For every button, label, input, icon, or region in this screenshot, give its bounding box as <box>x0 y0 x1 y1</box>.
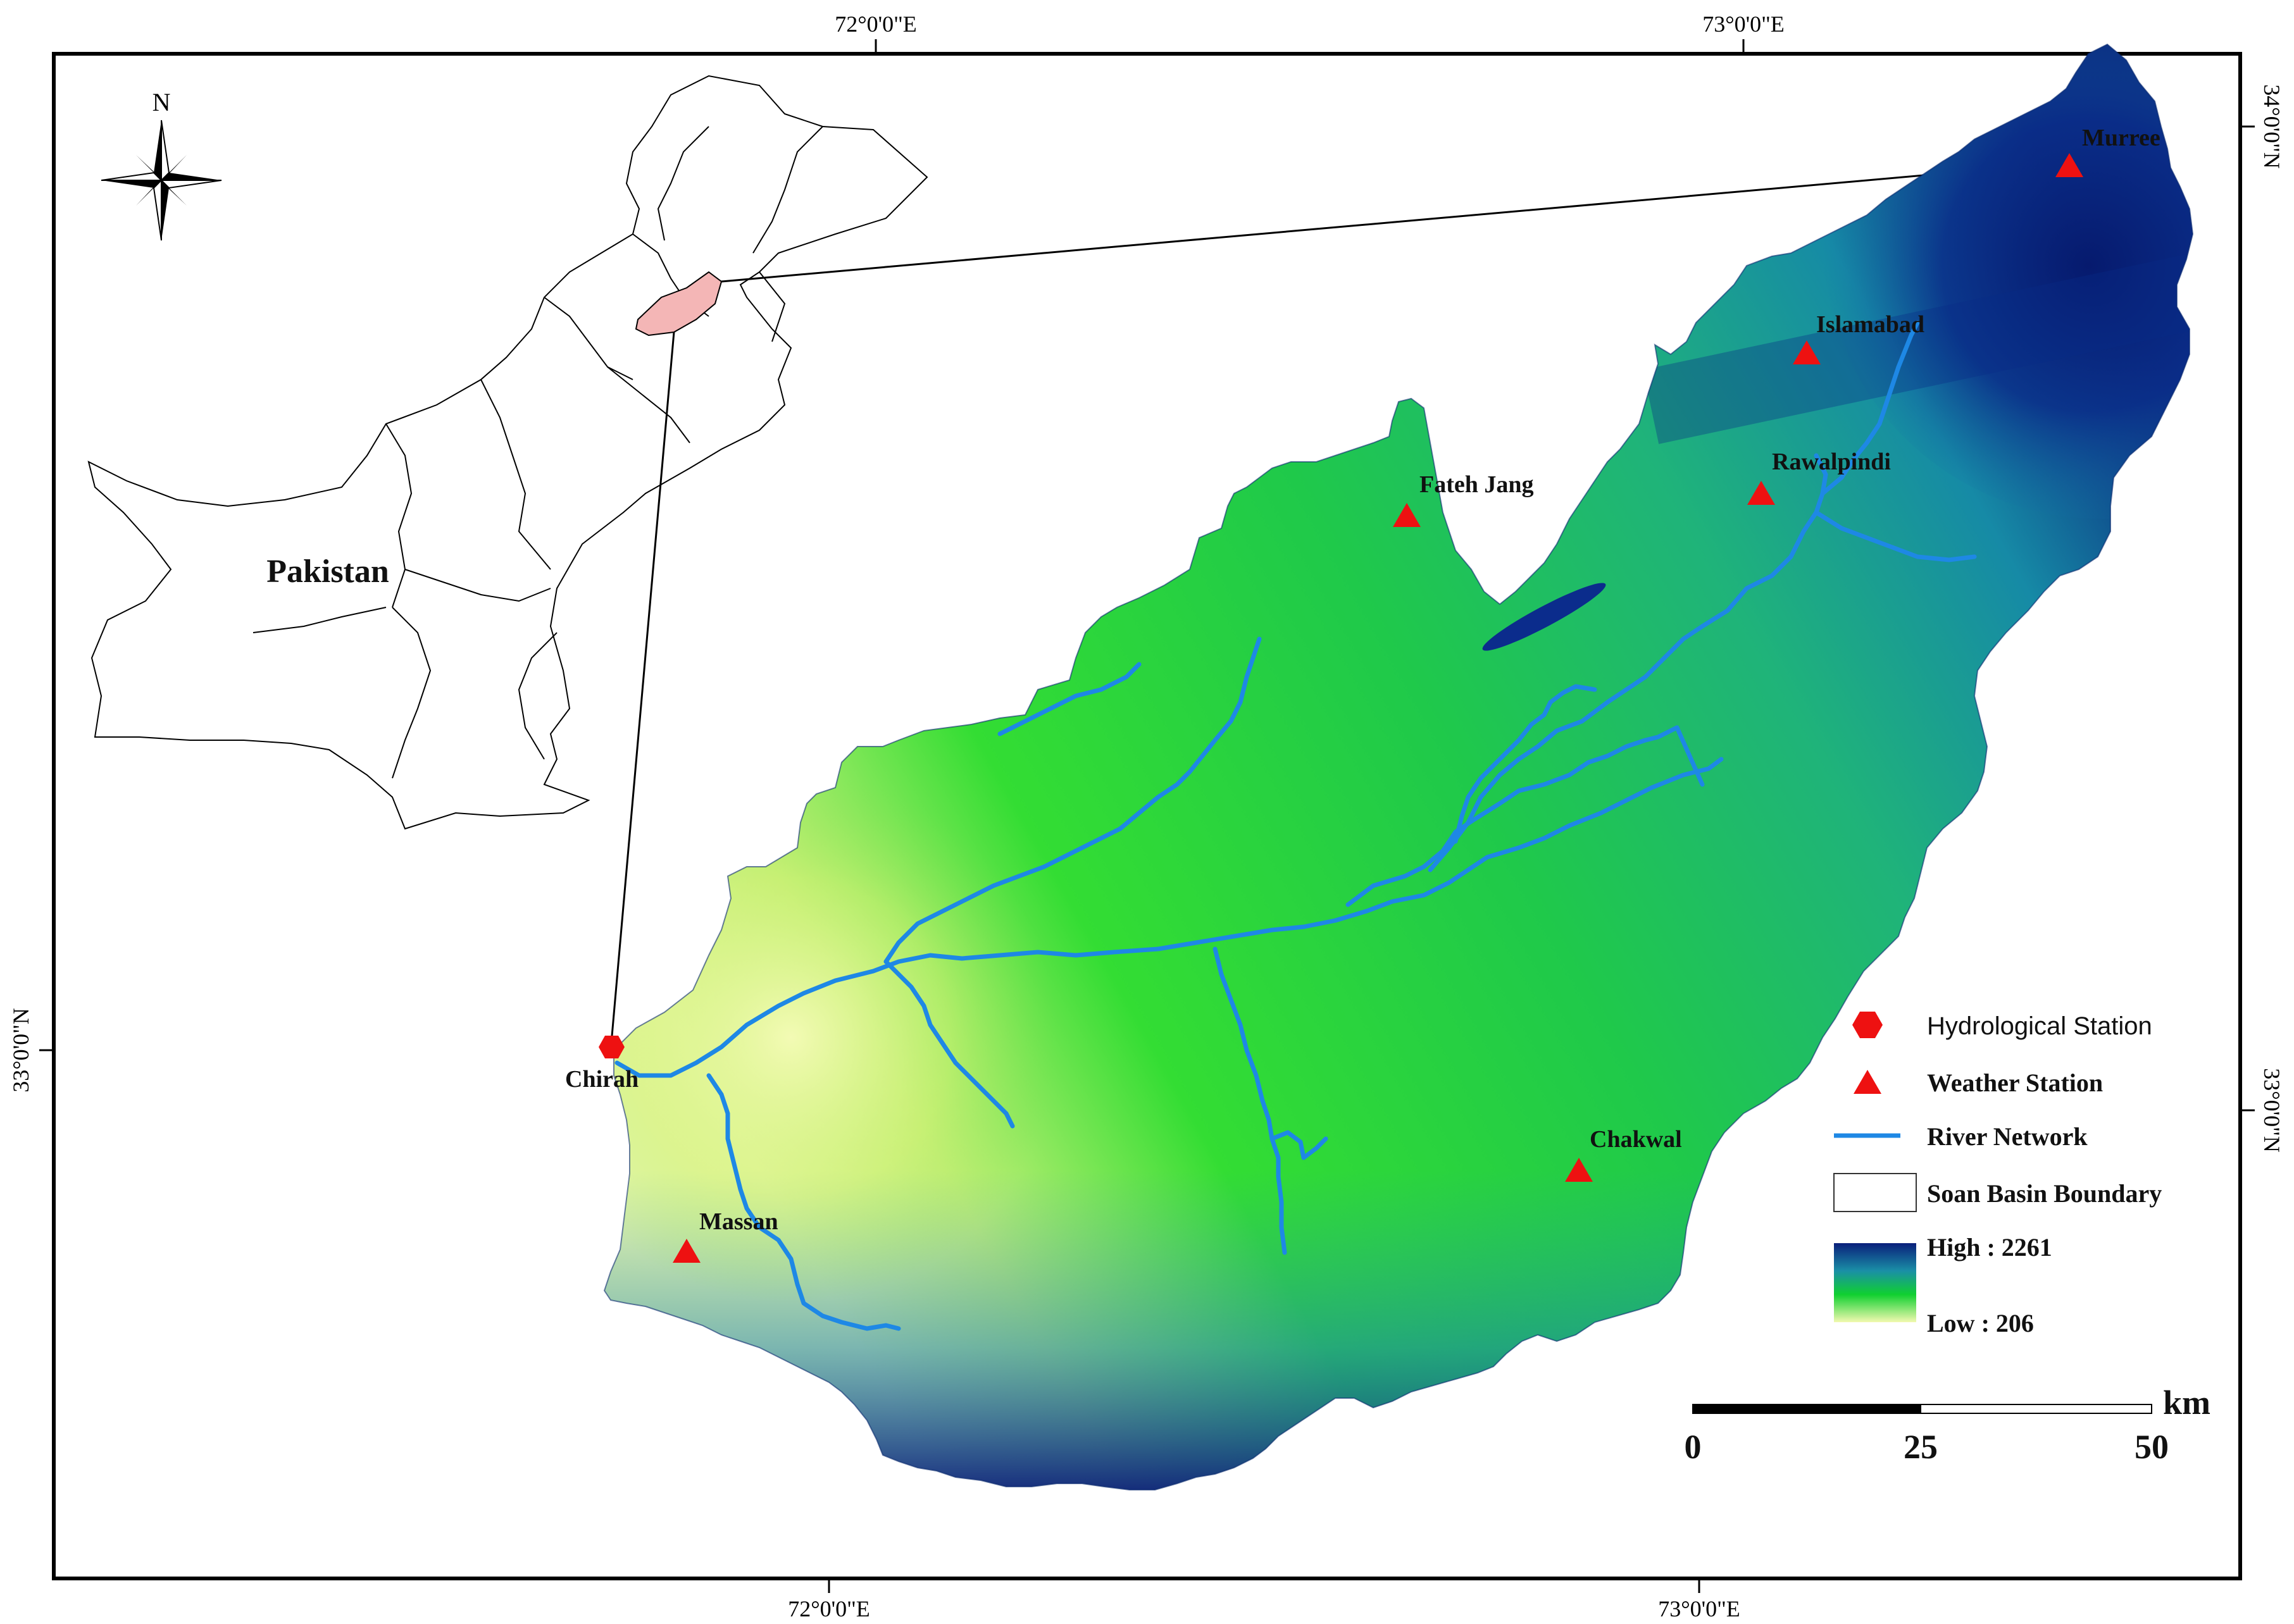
scale-tick-0: 0 <box>1685 1428 1702 1466</box>
label-rawalpindi: Rawalpindi <box>1772 449 1891 475</box>
hydrological-station-chirah-icon <box>599 1036 625 1058</box>
northern-tributary <box>883 636 1262 964</box>
bottom-lon-label-73: 73°0'0"E <box>1658 1596 1740 1621</box>
label-islamabad: Islamabad <box>1816 311 1924 338</box>
soan-basin-boundary <box>603 43 2194 1491</box>
west-branch <box>883 959 1015 1129</box>
weather-station-murree-icon <box>2055 153 2083 177</box>
label-fateh-jang: Fateh Jang <box>1419 471 1534 498</box>
bottom-lon-label-72: 72°0'0"E <box>788 1596 870 1621</box>
north-label: N <box>153 88 171 116</box>
scale-tick-25: 25 <box>1904 1428 1938 1466</box>
weather-station-massan-icon <box>673 1239 701 1263</box>
weather-station-islamabad-icon <box>1793 340 1821 364</box>
main-soan-river <box>614 757 1724 1078</box>
graticule-ticks <box>39 39 2255 1593</box>
western-north-branch <box>997 662 1142 736</box>
korang-tributary <box>1820 320 1920 496</box>
legend-weather-label: Weather Station <box>1927 1069 2103 1097</box>
right-lat-label-34: 34°0'0"N <box>2259 84 2285 169</box>
inset-soan-basin-highlight <box>635 271 723 337</box>
central-south-spur <box>1269 1130 1328 1160</box>
soan-upper-reach <box>1428 453 1828 872</box>
weather-station-rawalpindi-icon <box>1747 481 1775 505</box>
pakistan-outline <box>87 75 928 830</box>
label-chakwal: Chakwal <box>1590 1126 1682 1153</box>
south-branch <box>706 1073 901 1331</box>
label-chirah: Chirah <box>565 1066 639 1093</box>
scale-bar: km 0 25 50 <box>1685 1384 2211 1466</box>
label-massan: Massan <box>699 1208 778 1235</box>
scale-tick-50: 50 <box>2135 1428 2169 1466</box>
right-lat-label-33: 33°0'0"N <box>2259 1068 2285 1153</box>
legend-elevation-low: Low : 206 <box>1927 1309 2034 1337</box>
weather-stations <box>673 153 2083 1263</box>
north-central-tributary <box>1453 684 1597 844</box>
ling-tributary <box>1814 510 1977 562</box>
legend-basin-label: Soan Basin Boundary <box>1927 1179 2162 1208</box>
legend-elevation-high: High : 2261 <box>1927 1233 2052 1261</box>
station-labels: Murree Islamabad Rawalpindi Fateh Jang C… <box>565 125 2160 1235</box>
label-murree: Murree <box>2082 125 2160 151</box>
weather-station-chakwal-icon <box>1565 1158 1593 1182</box>
legend-river-label: River Network <box>1927 1122 2088 1151</box>
top-lon-label-73: 73°0'0"E <box>1702 11 1785 37</box>
pakistan-inset <box>87 75 928 830</box>
graticule-labels: 72°0'0"E 73°0'0"E 72°0'0"E 73°0'0"E 33°0… <box>8 11 2285 1621</box>
weather-station-fateh-jang-icon <box>1393 503 1421 527</box>
north-arrow-compass-icon: N <box>101 88 222 241</box>
middle-tributary <box>1345 725 1705 907</box>
legend-hydrological-icon <box>1852 1012 1883 1038</box>
map-legend: Hydrological Station Weather Station Riv… <box>1833 1012 2162 1337</box>
scale-unit: km <box>2163 1384 2210 1422</box>
inset-connector-lines <box>609 160 2083 1051</box>
river-network <box>614 320 1977 1331</box>
central-south-tributary <box>1212 946 1287 1255</box>
legend-hydrological-label: Hydrological Station <box>1927 1012 2152 1040</box>
inset-country-label: Pakistan <box>266 554 389 590</box>
legend-basin-boundary-icon <box>1833 1173 1917 1212</box>
left-lat-label-33: 33°0'0"N <box>8 1008 34 1093</box>
legend-elevation-ramp <box>1834 1243 1916 1322</box>
top-lon-label-72: 72°0'0"E <box>835 11 917 37</box>
legend-weather-icon <box>1854 1070 1881 1094</box>
